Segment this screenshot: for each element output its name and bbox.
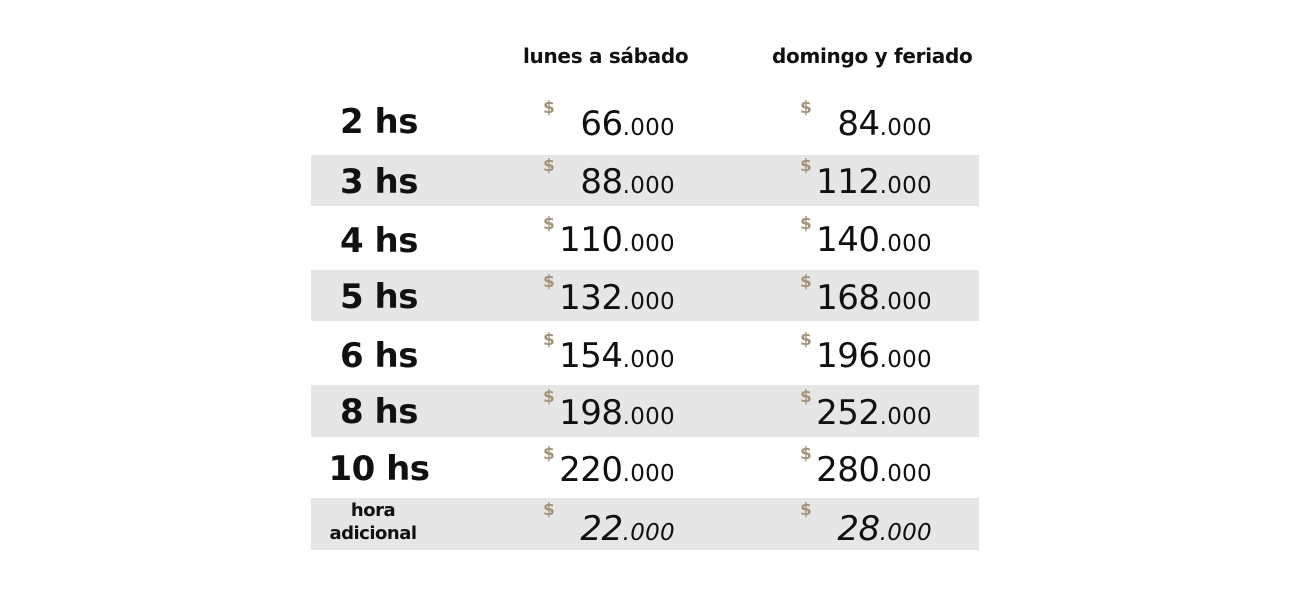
price-major: 140 bbox=[816, 220, 880, 260]
price-weekday: $ 22.000 bbox=[541, 500, 711, 552]
price-minor: .000 bbox=[622, 461, 675, 487]
row-hours-label: 3 hs bbox=[340, 162, 418, 202]
price-row-10hs: 10 hs $ 220.000 $ 280.000 bbox=[311, 438, 979, 497]
currency-symbol: $ bbox=[543, 98, 555, 118]
price-amount: 220.000 bbox=[559, 450, 675, 490]
price-weekend: $ 140.000 bbox=[798, 214, 968, 266]
price-minor: .000 bbox=[879, 231, 932, 257]
price-major: 132 bbox=[559, 278, 623, 318]
currency-symbol: $ bbox=[800, 156, 812, 176]
price-amount: 280.000 bbox=[816, 450, 932, 490]
price-amount: 154.000 bbox=[559, 336, 675, 376]
price-amount: 88.000 bbox=[580, 162, 675, 202]
price-table: lunes a sábado domingo y feriado 2 hs $ … bbox=[311, 0, 979, 600]
column-header-weekday: lunes a sábado bbox=[523, 44, 689, 68]
currency-symbol: $ bbox=[543, 272, 555, 292]
row-hours-label: 6 hs bbox=[340, 336, 418, 376]
price-amount: 140.000 bbox=[816, 220, 932, 260]
currency-symbol: $ bbox=[800, 272, 812, 292]
currency-symbol: $ bbox=[543, 444, 555, 464]
currency-symbol: $ bbox=[543, 500, 555, 520]
currency-symbol: $ bbox=[800, 330, 812, 350]
price-row-4hs: 4 hs $ 110.000 $ 140.000 bbox=[311, 207, 979, 269]
price-weekend: $ 112.000 bbox=[798, 156, 968, 208]
price-minor: .000 bbox=[622, 404, 675, 430]
price-major: 28 bbox=[837, 509, 880, 549]
price-weekday: $ 66.000 bbox=[541, 98, 711, 150]
price-minor: .000 bbox=[879, 404, 932, 430]
price-weekend: $ 252.000 bbox=[798, 387, 968, 439]
price-minor: .000 bbox=[879, 115, 932, 141]
price-amount: 112.000 bbox=[816, 162, 932, 202]
price-major: 252 bbox=[816, 393, 880, 433]
price-amount: 252.000 bbox=[816, 393, 932, 433]
row-hours-label: 8 hs bbox=[340, 392, 418, 432]
currency-symbol: $ bbox=[800, 444, 812, 464]
price-amount: 22.000 bbox=[580, 509, 675, 549]
price-row-2hs: 2 hs $ 66.000 $ 84.000 bbox=[311, 98, 979, 154]
currency-symbol: $ bbox=[543, 387, 555, 407]
price-major: 198 bbox=[559, 393, 623, 433]
price-weekday: $ 198.000 bbox=[541, 387, 711, 439]
price-weekday: $ 110.000 bbox=[541, 214, 711, 266]
currency-symbol: $ bbox=[800, 98, 812, 118]
currency-symbol: $ bbox=[543, 214, 555, 234]
price-major: 88 bbox=[580, 162, 623, 202]
row-hours-label: 5 hs bbox=[340, 277, 418, 317]
row-hours-label: 10 hs bbox=[328, 449, 430, 489]
price-row-8hs: 8 hs $ 198.000 $ 252.000 bbox=[311, 385, 979, 437]
currency-symbol: $ bbox=[800, 500, 812, 520]
price-amount: 168.000 bbox=[816, 278, 932, 318]
price-major: 84 bbox=[837, 104, 880, 144]
price-minor: .000 bbox=[879, 289, 932, 315]
price-minor: .000 bbox=[622, 173, 675, 199]
price-major: 22 bbox=[580, 509, 623, 549]
price-weekday: $ 154.000 bbox=[541, 330, 711, 382]
price-minor: .000 bbox=[622, 289, 675, 315]
price-major: 154 bbox=[559, 336, 623, 376]
price-row-extra-hour: hora adicional $ 22.000 $ 28.000 bbox=[311, 498, 979, 550]
price-major: 280 bbox=[816, 450, 880, 490]
price-major: 110 bbox=[559, 220, 623, 260]
price-minor: .000 bbox=[622, 115, 675, 141]
price-amount: 110.000 bbox=[559, 220, 675, 260]
price-amount: 84.000 bbox=[837, 104, 932, 144]
price-minor: .000 bbox=[622, 347, 675, 373]
price-weekend: $ 84.000 bbox=[798, 98, 968, 150]
price-amount: 196.000 bbox=[816, 336, 932, 376]
price-row-3hs: 3 hs $ 88.000 $ 112.000 bbox=[311, 155, 979, 206]
price-minor: .000 bbox=[622, 520, 675, 546]
row-hours-label: 2 hs bbox=[340, 102, 418, 142]
price-minor: .000 bbox=[879, 520, 932, 546]
column-header-weekend: domingo y feriado bbox=[772, 44, 973, 68]
price-major: 168 bbox=[816, 278, 880, 318]
currency-symbol: $ bbox=[800, 387, 812, 407]
price-amount: 132.000 bbox=[559, 278, 675, 318]
price-weekend: $ 168.000 bbox=[798, 272, 968, 324]
price-major: 220 bbox=[559, 450, 623, 490]
row-hours-label: 4 hs bbox=[340, 221, 418, 261]
price-weekday: $ 132.000 bbox=[541, 272, 711, 324]
price-amount: 198.000 bbox=[559, 393, 675, 433]
price-row-5hs: 5 hs $ 132.000 $ 168.000 bbox=[311, 270, 979, 321]
price-major: 66 bbox=[580, 104, 623, 144]
price-minor: .000 bbox=[622, 231, 675, 257]
price-weekend: $ 28.000 bbox=[798, 500, 968, 552]
price-amount: 28.000 bbox=[837, 509, 932, 549]
price-minor: .000 bbox=[879, 461, 932, 487]
currency-symbol: $ bbox=[800, 214, 812, 234]
price-minor: .000 bbox=[879, 173, 932, 199]
price-minor: .000 bbox=[879, 347, 932, 373]
price-amount: 66.000 bbox=[580, 104, 675, 144]
price-weekday: $ 88.000 bbox=[541, 156, 711, 208]
price-weekend: $ 280.000 bbox=[798, 444, 968, 496]
row-hours-label: hora adicional bbox=[329, 500, 417, 544]
price-row-6hs: 6 hs $ 154.000 $ 196.000 bbox=[311, 322, 979, 384]
price-major: 196 bbox=[816, 336, 880, 376]
price-major: 112 bbox=[816, 162, 880, 202]
currency-symbol: $ bbox=[543, 156, 555, 176]
price-weekday: $ 220.000 bbox=[541, 444, 711, 496]
price-weekend: $ 196.000 bbox=[798, 330, 968, 382]
currency-symbol: $ bbox=[543, 330, 555, 350]
